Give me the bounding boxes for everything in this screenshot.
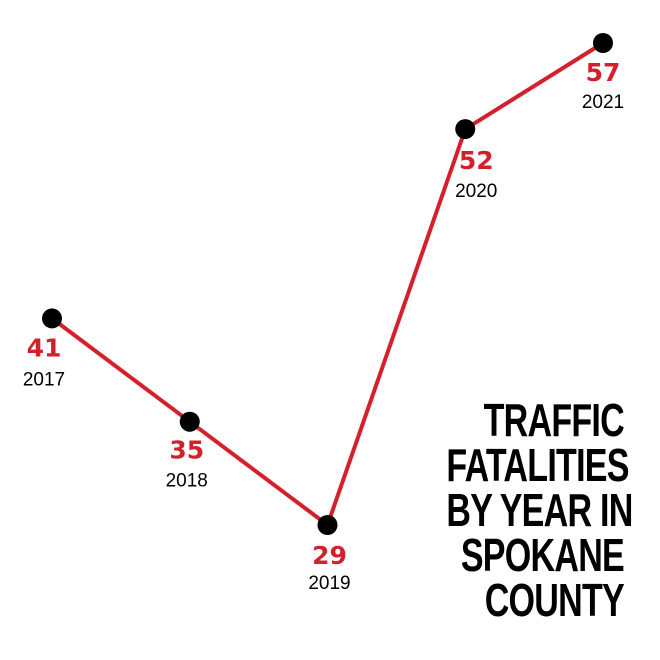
chart-title-line: TRAFFIC [483, 394, 625, 446]
data-label-value: 29 [312, 541, 347, 570]
chart-title-line: BY YEAR IN [446, 484, 633, 536]
data-point [593, 33, 613, 53]
data-label-year: 2020 [455, 181, 497, 202]
chart-title-line: FATALITIES [446, 439, 629, 491]
chart-title-line: COUNTY [484, 574, 625, 626]
data-label-layer: 41 2017 35 2018 29 2019 52 2020 57 2021 [23, 58, 624, 594]
data-label-value: 35 [169, 436, 204, 465]
data-label-year: 2018 [166, 471, 208, 492]
data-label-year: 2021 [582, 92, 624, 113]
chart-title-line: SPOKANE [460, 529, 625, 581]
data-label-value: 52 [459, 146, 494, 175]
data-label-value: 41 [27, 333, 62, 362]
data-label-year: 2017 [23, 369, 65, 390]
data-point [455, 119, 476, 140]
data-label-value: 57 [586, 58, 621, 87]
data-point [317, 515, 338, 535]
data-point [42, 308, 62, 329]
data-label-year: 2019 [308, 573, 350, 594]
data-point [179, 411, 200, 432]
chart-title: TRAFFIC FATALITIES BY YEAR IN SPOKANE CO… [446, 394, 633, 626]
data-point-layer [42, 33, 613, 535]
